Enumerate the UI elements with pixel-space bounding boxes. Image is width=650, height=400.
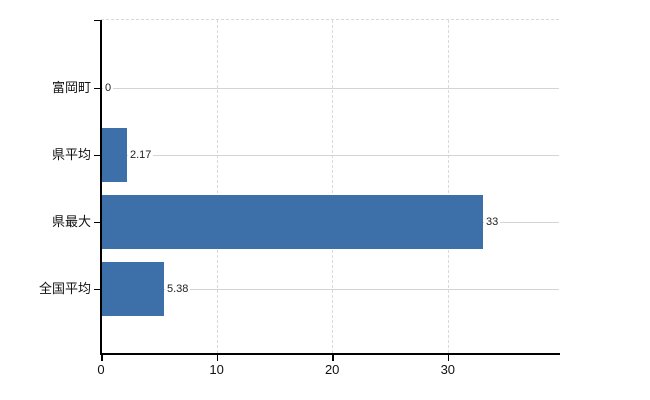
- x-tick-label: 10: [209, 362, 224, 377]
- x-tick-label: 30: [440, 362, 456, 377]
- bar-value-label: 33: [484, 215, 501, 229]
- category-tick: [94, 155, 101, 156]
- x-tick: [101, 354, 103, 361]
- bar: [102, 262, 164, 316]
- y-axis-line: [100, 20, 102, 354]
- horizontal-gridline: [101, 289, 559, 290]
- bar-value-label: 2.17: [128, 148, 154, 162]
- category-label: 県平均: [51, 147, 91, 162]
- bar: [102, 195, 483, 249]
- category-tick: [94, 289, 101, 290]
- x-tick: [332, 354, 334, 361]
- category-label: 全国平均: [38, 281, 91, 296]
- bar-value-label: 5.38: [165, 282, 191, 296]
- vertical-gridline: [216, 20, 218, 353]
- category-label: 県最大: [51, 214, 91, 229]
- axis-top-tick: [94, 20, 101, 21]
- category-tick: [94, 88, 101, 89]
- bar-value-label: 0: [103, 81, 114, 95]
- x-tick-label: 0: [97, 362, 105, 377]
- category-tick: [94, 222, 101, 223]
- plot-top-border: [101, 19, 559, 20]
- vertical-gridline: [332, 20, 334, 353]
- x-tick: [447, 354, 450, 361]
- horizontal-gridline: [101, 155, 559, 156]
- x-tick-label: 20: [324, 362, 340, 377]
- bar: [102, 128, 127, 182]
- x-tick: [216, 354, 219, 361]
- horizontal-gridline: [101, 88, 559, 89]
- x-axis-line: [100, 353, 560, 355]
- category-label: 富岡町: [51, 80, 91, 95]
- vertical-gridline: [447, 20, 449, 353]
